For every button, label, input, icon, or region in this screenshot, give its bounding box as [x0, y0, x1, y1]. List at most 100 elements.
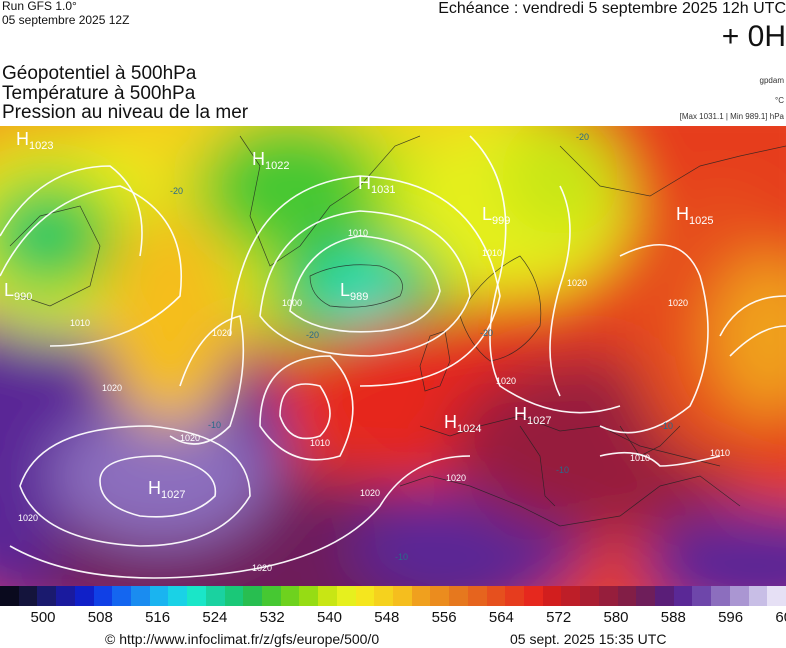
centre-l-990: L990: [4, 280, 32, 303]
scale-swatch: [187, 586, 207, 606]
scale-label: 508: [87, 609, 113, 626]
isobar-label: 1010: [710, 448, 730, 458]
unit-gpdam: gpdam: [759, 76, 784, 85]
temp-label: -20: [576, 132, 589, 142]
source-link[interactable]: © http://www.infoclimat.fr/z/gfs/europe/…: [105, 631, 380, 647]
scale-swatch: [636, 586, 656, 606]
scale-swatch: [93, 586, 113, 606]
field-pressure: Pression au niveau de la mer: [2, 102, 249, 123]
scale-swatch: [243, 586, 263, 606]
scale-swatch: [262, 586, 282, 606]
isobar-label: 1010: [70, 318, 90, 328]
scale-label: 588: [660, 609, 686, 626]
coastlines: [9, 135, 786, 527]
scale-label: 500: [30, 609, 56, 626]
scale-swatch: [131, 586, 151, 606]
isobar-label: 1020: [446, 473, 466, 483]
scale-label: 580: [603, 609, 629, 626]
colour-scale: [0, 586, 786, 606]
scale-label: 556: [431, 609, 457, 626]
scale-swatch: [374, 586, 394, 606]
isobar-label: 1020: [252, 563, 272, 573]
pressure-centres: H1023 H1022 H1031 L999 H1025 L990 L989 H…: [4, 129, 713, 501]
centre-h-1027-east: H1027: [514, 404, 551, 427]
isobar-label: 1020: [18, 513, 38, 523]
scale-swatch: [729, 586, 750, 606]
isobar-label: 1020: [496, 376, 516, 386]
scale-label: 596: [718, 609, 744, 626]
scale-swatch: [299, 586, 319, 606]
scale-swatch: [411, 586, 432, 606]
scale-swatch: [486, 586, 506, 606]
unit-celsius: °C: [775, 96, 784, 105]
scale-swatch: [673, 586, 694, 606]
isobar-label: 1010: [482, 248, 502, 258]
run-label: Run GFS 1.0°: [2, 0, 77, 13]
scale-swatch: [542, 586, 563, 606]
isobar-label: 1020: [668, 298, 688, 308]
centre-l-999: L999: [482, 204, 510, 227]
scale-swatch: [168, 586, 188, 606]
isobar-labels: 1010 1020 1000 1010 1020 1020 1020 1010 …: [18, 228, 730, 573]
scale-swatch: [37, 586, 57, 606]
scale-swatch: [149, 586, 170, 606]
scale-label: 564: [488, 609, 514, 626]
scale-swatch: [430, 586, 450, 606]
isobar-label: 1020: [567, 278, 587, 288]
scale-swatch: [655, 586, 675, 606]
temp-label: -20: [170, 186, 183, 196]
field-geopotential: Géopotentiel à 500hPa: [2, 63, 197, 84]
isobar-label: 1020: [360, 488, 380, 498]
pressure-range: [Max 1031.1 | Min 989.1] hPa: [679, 112, 784, 121]
field-temperature: Température à 500hPa: [2, 83, 196, 104]
scale-swatch: [580, 586, 600, 606]
scale-swatch: [449, 586, 469, 606]
scale-label: 532: [259, 609, 285, 626]
scale-swatch: [224, 586, 244, 606]
scale-swatch: [74, 586, 95, 606]
scale-swatch: [467, 586, 488, 606]
scale-swatch: [617, 586, 637, 606]
scale-swatch: [112, 586, 132, 606]
temp-label: -10: [556, 465, 569, 475]
temp-label: -10: [208, 420, 221, 430]
temperature-labels: -20 -20 -10 -20 -10 -10 -20 -10: [170, 132, 673, 562]
centre-h-1024: H1024: [444, 412, 481, 435]
scale-swatch: [505, 586, 525, 606]
generated-time: 05 sept. 2025 15:35 UTC: [510, 631, 667, 647]
echeance: Echéance : vendredi 5 septembre 2025 12h…: [438, 0, 786, 17]
run-date: 05 septembre 2025 12Z: [2, 13, 130, 27]
isobar-label: 1010: [310, 438, 330, 448]
scale-swatch: [336, 586, 357, 606]
scale-label: 524: [202, 609, 228, 626]
isobar-label: 1020: [180, 433, 200, 443]
scale-swatch: [0, 586, 20, 606]
scale-swatch: [56, 586, 76, 606]
scale-swatch: [561, 586, 581, 606]
centre-h-1027-west: H1027: [148, 478, 185, 501]
scale-swatch: [711, 586, 731, 606]
centre-l-989: L989: [340, 280, 368, 303]
scale-swatch: [280, 586, 301, 606]
scale-swatch: [748, 586, 768, 606]
scale-swatch: [767, 586, 786, 606]
isobar-label: 1000: [282, 298, 302, 308]
isobar-label: 1010: [630, 453, 650, 463]
temp-label: -10: [660, 421, 673, 431]
scale-swatch: [205, 586, 226, 606]
scale-label: 540: [316, 609, 343, 626]
weather-map[interactable]: H1023 H1022 H1031 L999 H1025 L990 L989 H…: [0, 126, 786, 586]
scale-swatch: [393, 586, 413, 606]
scale-label: 548: [374, 609, 400, 626]
scale-swatch: [18, 586, 39, 606]
centre-h-1023: H1023: [16, 129, 53, 152]
centre-h-1031: H1031: [358, 173, 395, 196]
scale-label: 516: [145, 609, 171, 626]
scale-swatch: [524, 586, 544, 606]
scale-label: 572: [546, 609, 572, 626]
isobars: [0, 135, 786, 579]
scale-label: 604: [775, 609, 786, 626]
scale-swatch: [598, 586, 619, 606]
temp-label: -10: [395, 552, 408, 562]
temp-label: -20: [306, 330, 319, 340]
